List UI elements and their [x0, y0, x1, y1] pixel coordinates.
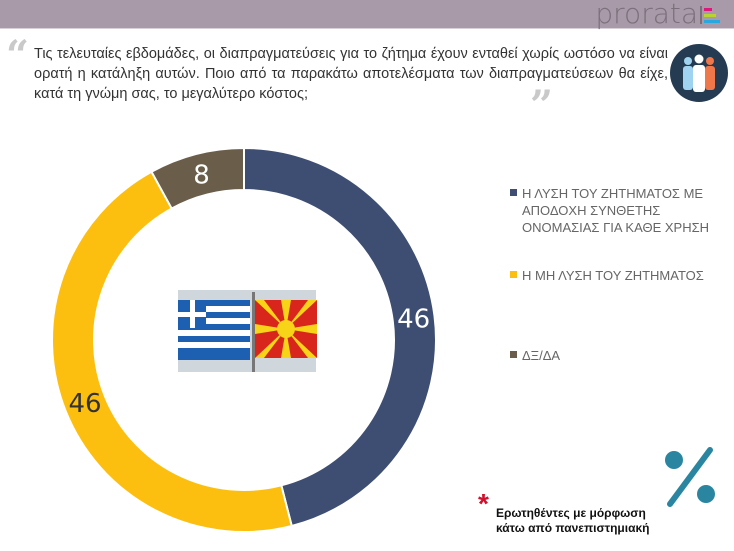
footnote: Ερωτηθέντες με μόρφωση κάτω από πανεπιστ… — [496, 506, 650, 535]
data-label: 46 — [68, 389, 101, 419]
legend-item: Η ΜΗ ΛΥΣΗ ΤΟΥ ΖΗΤΗΜΑΤΟΣ — [510, 267, 720, 301]
question-text: Τις τελευταίες εβδομάδες, οι διαπραγματε… — [34, 46, 668, 102]
people-group-icon — [670, 44, 728, 102]
flag-image — [178, 290, 317, 372]
legend-swatch — [510, 271, 517, 278]
close-quote-icon: ” — [530, 82, 554, 129]
donut-slice — [51, 170, 293, 533]
donut-slice — [150, 146, 245, 210]
chart-legend: Η ΛΥΣΗ ΤΟΥ ΖΗΤΗΜΑΤΟΣ ΜΕ ΑΠΟΔΟΧΗ ΣΥΝΘΕΤΗΣ… — [510, 185, 720, 364]
legend-item: ΔΞ/ΔΑ — [510, 347, 720, 364]
donut-chart: 46 46 8 — [51, 146, 437, 533]
logo-bars-icon — [700, 6, 720, 24]
legend-label: Η ΛΥΣΗ ΤΟΥ ΖΗΤΗΜΑΤΟΣ ΜΕ ΑΠΟΔΟΧΗ ΣΥΝΘΕΤΗΣ… — [522, 186, 710, 235]
header-bar: prorata — [0, 0, 734, 29]
data-label: 46 — [397, 305, 430, 335]
legend-item: Η ΛΥΣΗ ΤΟΥ ΖΗΤΗΜΑΤΟΣ ΜΕ ΑΠΟΔΟΧΗ ΣΥΝΘΕΤΗΣ… — [510, 185, 720, 253]
asterisk-icon: * — [478, 488, 489, 519]
legend-swatch — [510, 351, 517, 358]
legend-label: ΔΞ/ΔΑ — [522, 348, 561, 363]
donut-slice — [243, 146, 437, 528]
data-label: 8 — [193, 160, 210, 190]
open-quote-icon: “ — [6, 32, 30, 79]
logo: prorata — [595, 0, 698, 30]
legend-label: Η ΜΗ ΛΥΣΗ ΤΟΥ ΖΗΤΗΜΑΤΟΣ — [522, 268, 704, 283]
percent-icon — [665, 447, 715, 507]
legend-swatch — [510, 189, 517, 196]
